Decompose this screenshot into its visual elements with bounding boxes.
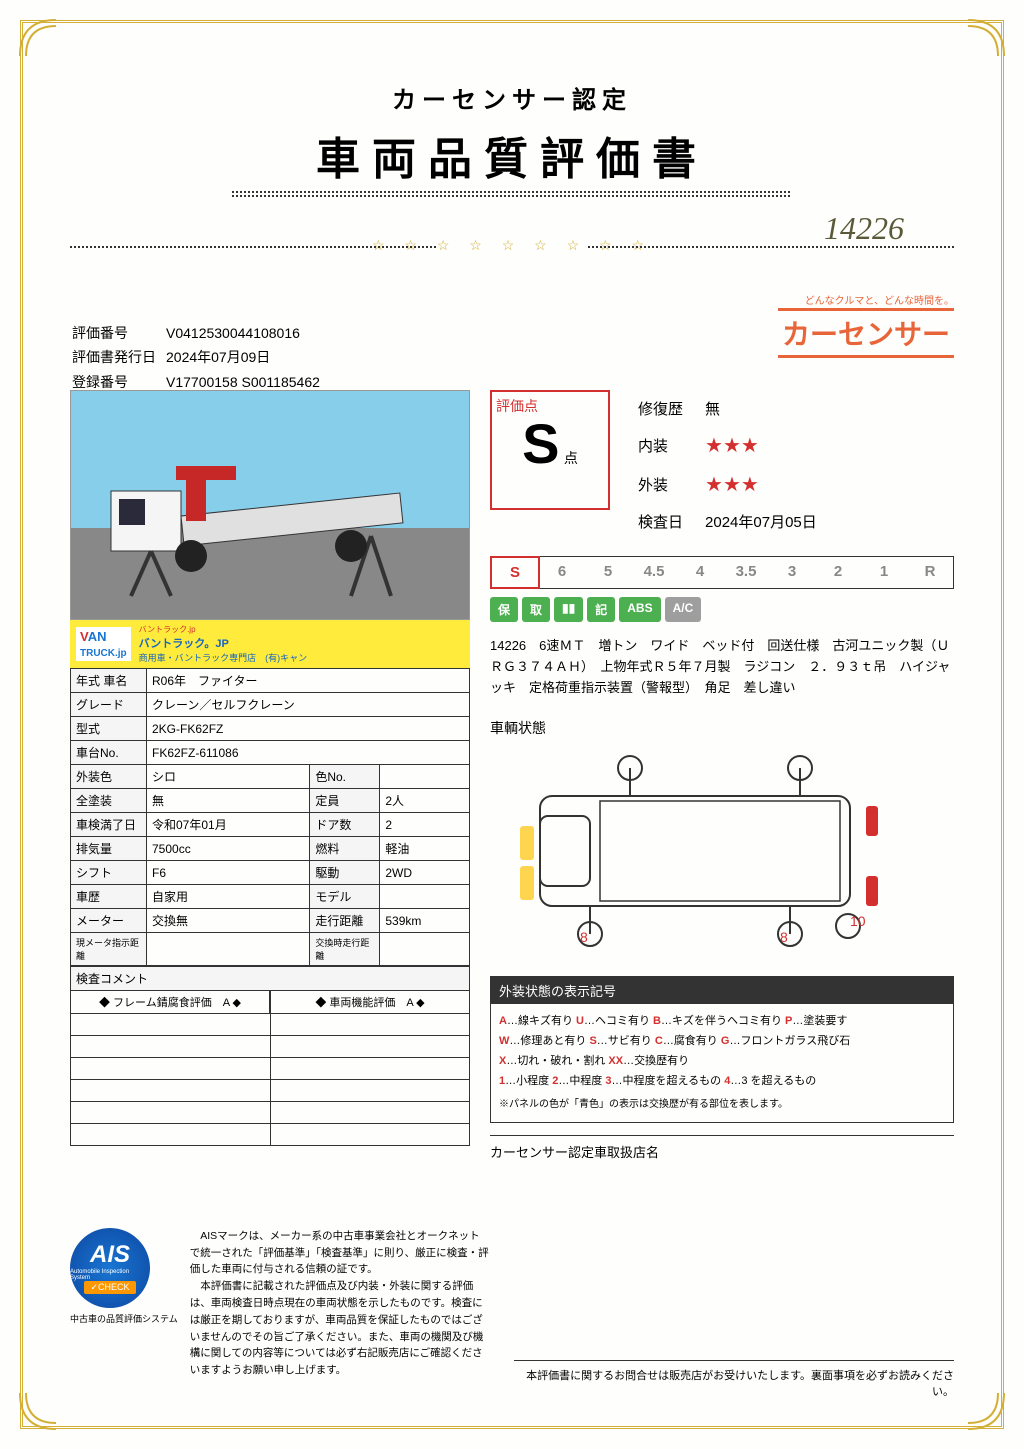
dealer-section: カーセンサー認定車取扱店名 xyxy=(490,1135,954,1161)
corner-ornament xyxy=(966,18,1006,58)
title-underline xyxy=(232,191,792,193)
issue-date-label: 評価書発行日 xyxy=(72,346,164,368)
ais-sublabel: 中古車の品質評価システム xyxy=(70,1312,178,1325)
header: カーセンサー認定 車両品質評価書 xyxy=(30,80,994,197)
ais-logo: AIS Automobile Inspection System ✓CHECK xyxy=(70,1228,150,1308)
score-grade: S xyxy=(522,412,559,475)
truck-illustration xyxy=(91,421,451,611)
eval-no-value: V0412530044108016 xyxy=(166,322,320,344)
frame-eval: ◆ フレーム錆腐食評価 A ◆ xyxy=(70,991,270,1014)
footer-note: 本評価書に関するお問合せは販売店がお受けいたします。裏面事項を必ずお読みください… xyxy=(514,1360,954,1399)
comment-header: 検査コメント xyxy=(70,966,470,991)
svg-text:8: 8 xyxy=(580,929,588,945)
legend-body: A…線キズ有り U…ヘコミ有り B…キズを伴うヘコミ有り P…塗装要すW…修理あ… xyxy=(491,1004,953,1121)
vehicle-diagram: 8 8 10 xyxy=(490,746,954,966)
title-underline xyxy=(232,195,792,197)
main-title: 車両品質評価書 xyxy=(30,123,994,191)
corner-ornament xyxy=(18,1391,58,1431)
legend-box: 外装状態の表示記号 A…線キズ有り U…ヘコミ有り B…キズを伴うヘコミ有り P… xyxy=(490,976,954,1122)
score-frame: 評価点 S 点 xyxy=(490,390,610,510)
score-details: 修復歴無内装★★★外装★★★検査日2024年07月05日 xyxy=(626,390,829,540)
comment-rows xyxy=(70,1014,470,1146)
banner-ruby: バントラック.jp xyxy=(139,624,307,635)
rating-scale: S654.543.5321R xyxy=(490,556,954,589)
comment-subheaders: ◆ フレーム錆腐食評価 A ◆ ◆ 車両機能評価 A ◆ xyxy=(70,991,470,1014)
ais-logo-wrap: AIS Automobile Inspection System ✓CHECK … xyxy=(70,1228,178,1325)
eval-no-label: 評価番号 xyxy=(72,322,164,344)
inspection-comment: 検査コメント ◆ フレーム錆腐食評価 A ◆ ◆ 車両機能評価 A ◆ xyxy=(70,966,470,1146)
score-section: 評価点 S 点 修復歴無内装★★★外装★★★検査日2024年07月05日 xyxy=(490,390,954,540)
spec-table: 年式 車名R06年 ファイターグレードクレーン／セルフクレーン型式2KG-FK6… xyxy=(70,668,470,966)
function-eval: ◆ 車両機能評価 A ◆ xyxy=(270,991,470,1014)
corner-ornament xyxy=(966,1391,1006,1431)
banner-text-group: バントラック.jp バントラック。JP 商用車・バントラック専門店 (有)キャン xyxy=(139,624,307,664)
corner-ornament xyxy=(18,18,58,58)
vehicle-description: 14226 6速ＭＴ 増トン ワイド ベッド付 回送仕様 古河ユニック製（ＵＲＧ… xyxy=(490,636,954,698)
score-unit: 点 xyxy=(564,450,578,466)
issue-date-value: 2024年07月09日 xyxy=(166,346,320,368)
subtitle: カーセンサー認定 xyxy=(30,80,994,115)
brand-tagline: どんなクルマと、どんな時間を。 xyxy=(805,292,954,307)
feature-badges: 保取▮▮記ABSA/C xyxy=(490,597,954,622)
svg-text:8: 8 xyxy=(780,929,788,945)
right-column: 評価点 S 点 修復歴無内装★★★外装★★★検査日2024年07月05日 S65… xyxy=(490,390,954,1161)
dealer-banner: VAN TRUCK.jp バントラック.jp バントラック。JP 商用車・バント… xyxy=(70,620,470,668)
banner-main: バントラック。JP xyxy=(139,635,307,651)
vehicle-photo xyxy=(70,390,470,620)
dealer-label: カーセンサー認定車取扱店名 xyxy=(490,1142,954,1161)
banner-sub: 商用車・バントラック専門店 (有)キャン xyxy=(139,651,307,664)
left-column: VAN TRUCK.jp バントラック.jp バントラック。JP 商用車・バント… xyxy=(70,390,470,1161)
star-divider: ☆ ☆ ☆ ☆ ☆ ☆ ☆ ☆ ☆ xyxy=(30,237,994,254)
ais-disclaimer: AISマークは、メーカー系の中古車事業会社とオークネットで統一された「評価基準」… xyxy=(190,1228,490,1379)
svg-text:10: 10 xyxy=(850,913,866,929)
carsensor-logo: カーセンサー xyxy=(778,308,954,358)
ais-section: AIS Automobile Inspection System ✓CHECK … xyxy=(70,1228,490,1379)
document-info: 評価番号V0412530044108016 評価書発行日2024年07月09日 … xyxy=(70,320,322,395)
vantruck-logo: VAN TRUCK.jp xyxy=(76,627,131,661)
legend-title: 外装状態の表示記号 xyxy=(491,977,953,1004)
certificate-page: カーセンサー認定 車両品質評価書 14226 ☆ ☆ ☆ ☆ ☆ ☆ ☆ ☆ ☆… xyxy=(0,0,1024,1449)
diagram-title: 車輌状態 xyxy=(490,718,954,738)
